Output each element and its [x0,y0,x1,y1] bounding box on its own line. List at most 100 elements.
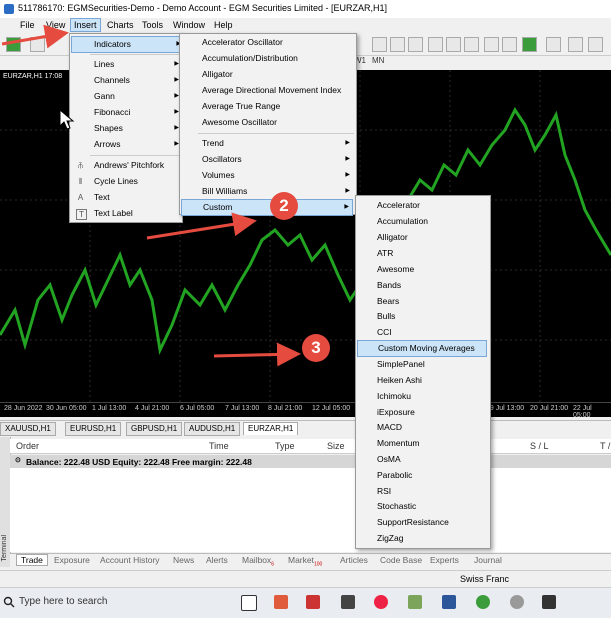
tile-windows-icon[interactable] [464,37,479,52]
custom-item-label: MACD [377,422,403,432]
col-stop-loss[interactable]: S / L [530,441,549,451]
templates-icon[interactable] [568,37,583,52]
custom-item[interactable]: Ichimoku [358,389,486,404]
custom-item[interactable]: Heiken Ashi [358,373,486,388]
col-take-profit[interactable]: T / [600,441,611,451]
menu-item-arrows[interactable]: Arrows ▶ [72,137,179,152]
menu-item-oscillators[interactable]: Oscillators ▶ [182,152,352,167]
col-size[interactable]: Size [327,441,345,451]
custom-item[interactable]: Accelerator [358,198,486,213]
tab-news[interactable]: News [173,555,195,565]
symbol-tab-active[interactable]: EURZAR,H1 [243,422,299,435]
chrome-icon[interactable] [374,595,388,609]
mail-icon[interactable] [341,595,355,609]
submenu-arrow-icon: ▶ [345,188,350,194]
menu-item-text[interactable]: A Text [72,190,178,205]
custom-item[interactable]: Bears [358,294,486,309]
custom-item[interactable]: MACD [358,420,486,435]
menu-item-trend[interactable]: Trend ▶ [182,136,352,151]
zoom-out-icon[interactable] [446,37,461,52]
menu-help[interactable]: Help [214,20,233,30]
custom-item[interactable]: Bands [358,278,486,293]
col-order[interactable]: Order [16,441,40,451]
calendar-icon[interactable] [306,595,320,609]
tab-trade[interactable]: Trade [16,554,48,566]
menu-item-accelerator-oscillator[interactable]: Accelerator Oscillator [182,35,352,50]
menu-item-adx[interactable]: Average Directional Movement Index [182,83,352,98]
menu-item-atr[interactable]: Average True Range [182,99,352,114]
symbol-tab[interactable]: GBPUSD,H1 [126,422,183,436]
menu-item-channels[interactable]: Channels ▶ [72,73,179,88]
tab-mailbox[interactable]: Mailbox6 [242,555,274,568]
menu-item-accumulation-distribution[interactable]: Accumulation/Distribution [182,51,352,66]
cycle-lines-icon: ⦀ [78,177,83,186]
tab-articles[interactable]: Articles [340,555,368,565]
custom-item[interactable]: Alligator [358,230,486,245]
bar-chart-icon[interactable] [372,37,387,52]
word-icon[interactable] [442,595,456,609]
menu-insert[interactable]: Insert [70,18,101,32]
tab-exposure[interactable]: Exposure [54,555,90,565]
custom-item-custom-moving-averages[interactable]: Custom Moving Averages [357,340,487,357]
tab-alerts[interactable]: Alerts [206,555,228,565]
menu-item-lines[interactable]: Lines ▶ [72,57,179,72]
custom-item[interactable]: RSI [358,484,486,499]
custom-item[interactable]: SupportResistance [358,515,486,530]
candlestick-icon[interactable] [390,37,405,52]
timeframe-w1[interactable]: W1 [354,56,366,65]
menu-tools[interactable]: Tools [142,20,164,30]
col-time[interactable]: Time [209,441,229,451]
tab-account-history[interactable]: Account History [100,555,160,565]
media-icon[interactable] [542,595,556,609]
menu-item-custom[interactable]: Custom ▶ [181,199,353,216]
menu-item-cycle-lines[interactable]: ⦀ Cycle Lines [72,174,178,189]
cloud-app-icon[interactable] [510,595,524,609]
menu-item-bill-williams[interactable]: Bill Williams ▶ [182,184,352,199]
metatrader-icon[interactable] [476,595,490,609]
custom-item[interactable]: Parabolic [358,468,486,483]
menu-item-awesome-oscillator[interactable]: Awesome Oscillator [182,115,352,130]
custom-item[interactable]: Accumulation [358,214,486,229]
toolbar-more-icon[interactable] [588,37,603,52]
col-type[interactable]: Type [275,441,295,451]
app-g-icon[interactable] [408,595,422,609]
symbol-tab[interactable]: XAUUSD,H1 [0,422,56,436]
menu-item-volumes[interactable]: Volumes ▶ [182,168,352,183]
symbol-tab[interactable]: AUDUSD,H1 [184,422,241,436]
symbol-tab[interactable]: EURUSD,H1 [65,422,122,436]
custom-item[interactable]: Stochastic [358,499,486,514]
zoom-in-icon[interactable] [428,37,443,52]
tab-code-base[interactable]: Code Base [380,555,423,565]
task-view-icon[interactable] [241,595,257,611]
custom-item[interactable]: CCI [358,325,486,340]
timeframe-mn[interactable]: MN [372,56,385,65]
custom-item[interactable]: SimplePanel [358,357,486,372]
menu-item-fibonacci[interactable]: Fibonacci ▶ [72,105,179,120]
periods-clock-icon[interactable] [546,37,561,52]
chart-shift-icon[interactable] [484,37,499,52]
menu-charts[interactable]: Charts [107,20,134,30]
menu-item-label: Average True Range [202,101,281,111]
menu-window[interactable]: Window [173,20,206,30]
custom-item[interactable]: OsMA [358,452,486,467]
menu-item-gann[interactable]: Gann ▶ [72,89,179,104]
menu-item-alligator[interactable]: Alligator [182,67,352,82]
menu-item-text-label[interactable]: T Text Label [72,206,178,221]
tab-market[interactable]: Market100 [288,555,322,568]
custom-item[interactable]: ZigZag [358,531,486,546]
menu-item-shapes[interactable]: Shapes ▶ [72,121,179,136]
custom-item[interactable]: Momentum [358,436,486,451]
custom-item[interactable]: ATR [358,246,486,261]
indicators-list-icon[interactable] [522,37,537,52]
custom-item[interactable]: Bulls [358,309,486,324]
autoscroll-icon[interactable] [502,37,517,52]
line-chart-icon[interactable] [408,37,423,52]
menu-file[interactable]: File [20,20,35,30]
tab-experts[interactable]: Experts [430,555,459,565]
tab-journal[interactable]: Journal [474,555,502,565]
custom-item[interactable]: Awesome [358,262,486,277]
taskbar-search-input[interactable]: Type here to search [19,596,108,607]
office-icon[interactable] [274,595,288,609]
custom-item[interactable]: iExposure [358,405,486,420]
menu-item-andrews-pitchfork[interactable]: ⫚ Andrews' Pitchfork [72,158,178,173]
